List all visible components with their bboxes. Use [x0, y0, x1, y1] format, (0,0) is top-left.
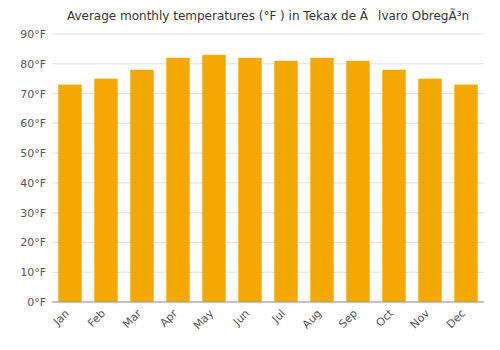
- x-tick-label: Dec: [444, 307, 468, 331]
- y-tick-label: 80°F: [20, 58, 46, 71]
- x-tick-label: Jun: [230, 307, 252, 329]
- bar: [310, 58, 333, 302]
- bar: [202, 55, 225, 302]
- grid-line: [52, 34, 484, 35]
- x-tick-label: Apr: [157, 307, 180, 330]
- x-tick-label: May: [191, 307, 217, 333]
- y-tick-label: 0°F: [27, 296, 46, 309]
- y-tick-label: 30°F: [20, 207, 46, 220]
- y-axis: 0°F 10°F 20°F 30°F 40°F 50°F 60°F 70°F 80°F 90°F: [20, 28, 46, 309]
- bar: [382, 70, 405, 302]
- grid-line: [52, 302, 484, 303]
- bar: [238, 58, 261, 302]
- grid: [52, 34, 484, 302]
- grid-line: [52, 63, 484, 64]
- chart-svg: Average monthly temperatures (°F ) in Te…: [0, 0, 500, 350]
- title: Average monthly temperatures (°F ) in Te…: [67, 8, 469, 23]
- x-tick-label: Feb: [85, 307, 108, 330]
- y-tick-label: 70°F: [20, 88, 46, 101]
- bar: [274, 61, 297, 302]
- y-tick-label: 50°F: [20, 147, 46, 160]
- bars: [58, 55, 477, 302]
- x-tick-label: Sep: [336, 307, 360, 331]
- x-tick-label: Nov: [408, 307, 433, 332]
- bar: [130, 70, 153, 302]
- y-tick-label: 60°F: [20, 117, 46, 130]
- y-tick-label: 40°F: [20, 177, 46, 190]
- y-tick-label: 90°F: [20, 28, 46, 41]
- bar: [58, 85, 81, 302]
- x-tick-label: Mar: [120, 307, 144, 331]
- bar: [166, 58, 189, 302]
- y-tick-label: 20°F: [20, 236, 46, 249]
- x-axis: Jan Feb Mar Apr May Jun Jul Aug Sep Oct Nov Dec: [50, 302, 484, 332]
- y-tick-label: 10°F: [20, 266, 46, 279]
- x-tick-label: Jul: [269, 307, 288, 326]
- bar: [94, 79, 117, 302]
- x-axis-line: [52, 302, 484, 303]
- x-tick-label: Aug: [300, 307, 324, 331]
- page: {"chart_data": {"type": "bar", "title": …: [0, 0, 500, 350]
- bar: [418, 79, 441, 302]
- x-tick-label: Oct: [373, 306, 396, 329]
- bar: [454, 85, 477, 302]
- chart-container: Average monthly temperatures (°F ) in Te…: [0, 0, 500, 350]
- x-tick-label: Jan: [50, 307, 72, 329]
- bar: [346, 61, 369, 302]
